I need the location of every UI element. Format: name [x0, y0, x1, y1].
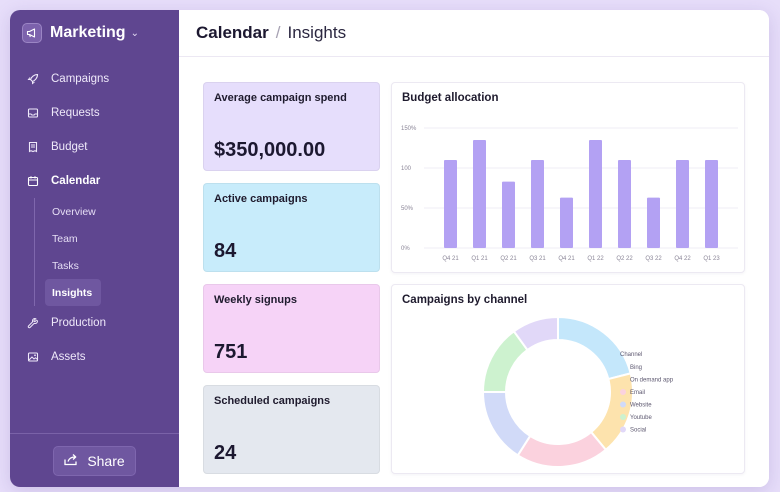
x-tick-label: Q2 21: [500, 256, 517, 262]
inbox-icon: [27, 107, 39, 119]
bar: [647, 197, 660, 248]
legend-label: Youtube: [630, 415, 652, 421]
donut-slice: [481, 391, 532, 457]
donut-slice: [512, 315, 559, 352]
subnav-item-team[interactable]: Team: [52, 232, 78, 245]
stat-card-scheduled-campaigns: Scheduled campaigns 24: [203, 385, 380, 474]
stat-title: Weekly signups: [214, 294, 297, 306]
x-tick-label: Q1 21: [471, 256, 488, 262]
x-tick-label: Q4 22: [674, 256, 691, 262]
legend-label: Social: [630, 428, 646, 434]
sidebar-nav: Campaigns Requests Budget Calendar: [10, 62, 179, 374]
bar: [473, 140, 486, 248]
workspace-switcher[interactable]: Marketing ⌄: [22, 23, 139, 43]
sidebar-item-label: Production: [51, 317, 106, 329]
stat-value: 24: [214, 442, 237, 464]
share-button[interactable]: Share: [53, 445, 136, 476]
main-content: Calendar / Insights Average campaign spe…: [179, 10, 769, 487]
subnav-item-insights[interactable]: Insights: [45, 279, 101, 306]
breadcrumb: Calendar / Insights: [179, 10, 769, 57]
sidebar-item-assets[interactable]: Assets: [10, 340, 179, 374]
image-icon: [27, 351, 39, 363]
sidebar-item-production[interactable]: Production: [10, 306, 179, 340]
sidebar-item-requests[interactable]: Requests: [10, 96, 179, 130]
legend-label: Email: [630, 390, 645, 396]
legend-swatch: [620, 414, 626, 420]
calendar-subnav: Overview Team Tasks Insights: [34, 198, 179, 306]
page-title: Insights: [287, 23, 347, 42]
chevron-down-icon: ⌄: [130, 27, 139, 39]
breadcrumb-separator: /: [275, 23, 281, 42]
sidebar-item-label: Requests: [51, 107, 100, 119]
stat-title: Average campaign spend: [214, 92, 347, 104]
budget-allocation-panel: Budget allocation 150% 100 50% 0% Q4 21 Q1 21…: [391, 82, 745, 273]
calendar-icon: [27, 175, 39, 187]
bar: [560, 197, 573, 248]
share-icon: [64, 453, 79, 469]
legend-title: Channel: [620, 352, 642, 358]
legend-label: Bing: [630, 365, 642, 371]
breadcrumb-calendar[interactable]: Calendar: [196, 23, 269, 42]
bar: [502, 181, 515, 248]
sidebar-item-budget[interactable]: Budget: [10, 130, 179, 164]
legend-label: Website: [630, 403, 652, 409]
y-tick-label: 50%: [401, 206, 414, 212]
bar: [444, 160, 457, 248]
sidebar-item-label: Assets: [51, 351, 86, 363]
subnav-item-tasks[interactable]: Tasks: [52, 259, 79, 272]
x-tick-label: Q3 22: [645, 256, 662, 262]
app-window: Marketing ⌄ Campaigns Requests Budget: [10, 10, 769, 487]
y-tick-label: 100: [401, 166, 412, 172]
donut-slice: [516, 430, 608, 468]
x-tick-label: Q1 23: [703, 256, 720, 262]
bar: [589, 140, 602, 248]
legend-swatch: [620, 376, 626, 383]
legend-swatch: [620, 401, 626, 408]
receipt-icon: [27, 141, 39, 153]
channel-donut-chart: Channel Bing On demand app Email Website Yout…: [481, 315, 674, 468]
x-tick-label: Q4 21: [442, 256, 459, 262]
sidebar: Marketing ⌄ Campaigns Requests Budget: [10, 10, 179, 487]
share-label: Share: [87, 452, 125, 469]
y-tick-label: 0%: [401, 246, 410, 252]
y-tick-label: 150%: [401, 126, 417, 132]
stat-value: $350,000.00: [214, 139, 326, 161]
stat-title: Active campaigns: [214, 193, 308, 205]
bar: [676, 160, 689, 248]
sidebar-item-calendar[interactable]: Calendar: [10, 164, 179, 198]
donut-slice: [557, 315, 632, 381]
stat-card-weekly-signups: Weekly signups 751: [203, 284, 380, 373]
wrench-icon: [27, 317, 39, 329]
stat-title: Scheduled campaigns: [214, 395, 331, 407]
panel-title: Campaigns by channel: [402, 294, 528, 306]
bar: [618, 160, 631, 248]
sidebar-item-label: Calendar: [51, 175, 101, 187]
subnav-item-overview[interactable]: Overview: [52, 205, 96, 218]
x-tick-label: Q3 21: [529, 256, 546, 262]
megaphone-icon: [22, 23, 42, 43]
panel-title: Budget allocation: [402, 92, 499, 104]
sidebar-item-label: Campaigns: [51, 73, 110, 85]
legend-swatch: [620, 389, 626, 395]
stat-card-active-campaigns: Active campaigns 84: [203, 183, 380, 272]
budget-bar-chart: 150% 100 50% 0% Q4 21 Q1 21 Q2 21 Q3 21 Q4 21 Q1 …: [401, 126, 738, 262]
legend-label: On demand app: [630, 378, 674, 384]
sidebar-footer: Share: [10, 433, 179, 487]
sidebar-item-campaigns[interactable]: Campaigns: [10, 62, 179, 96]
bar: [531, 160, 544, 248]
x-tick-label: Q4 21: [558, 256, 575, 262]
legend-swatch: [620, 426, 626, 433]
stat-value: 84: [214, 240, 237, 262]
sidebar-item-label: Budget: [51, 141, 88, 153]
campaigns-by-channel-panel: Campaigns by channel Channel Bing On deman…: [391, 284, 745, 474]
x-tick-label: Q2 22: [616, 256, 633, 262]
legend-swatch: [620, 364, 626, 370]
rocket-icon: [27, 73, 39, 85]
stat-value: 751: [214, 341, 248, 363]
workspace-name: Marketing: [50, 24, 126, 41]
x-tick-label: Q1 22: [587, 256, 604, 262]
bar: [705, 160, 718, 248]
stat-card-average-spend: Average campaign spend $350,000.00: [203, 82, 380, 171]
